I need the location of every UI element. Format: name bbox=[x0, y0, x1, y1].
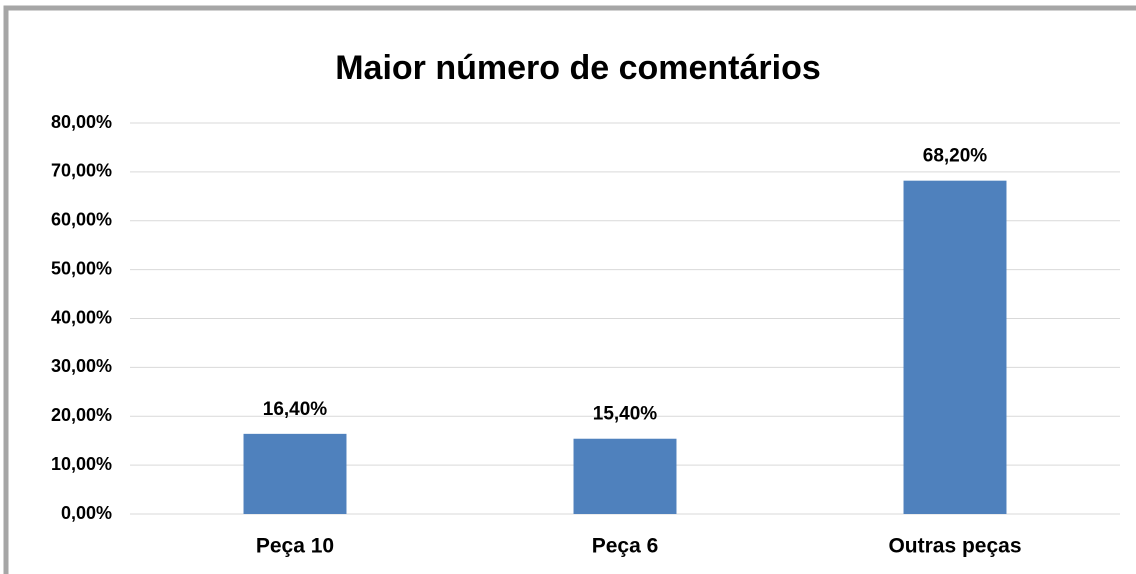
y-tick-label: 50,00% bbox=[51, 258, 112, 278]
x-tick-label: Peça 10 bbox=[256, 535, 334, 558]
y-tick-label: 80,00% bbox=[51, 112, 112, 132]
y-tick-label: 30,00% bbox=[51, 356, 112, 376]
bar bbox=[243, 433, 347, 514]
value-label: 15,40% bbox=[593, 404, 658, 425]
y-tick-label: 0,00% bbox=[61, 503, 112, 523]
x-tick-label: Peça 6 bbox=[592, 535, 659, 558]
y-tick-label: 40,00% bbox=[51, 307, 112, 327]
y-tick-label: 10,00% bbox=[51, 454, 112, 474]
y-tick-label: 20,00% bbox=[51, 405, 112, 425]
x-tick-label: Outras peças bbox=[888, 535, 1021, 558]
y-tick-label: 60,00% bbox=[51, 210, 112, 230]
value-label: 16,40% bbox=[263, 399, 328, 420]
chart-title: Maior número de comentários bbox=[335, 49, 821, 87]
bar bbox=[573, 438, 677, 514]
y-tick-label: 70,00% bbox=[51, 161, 112, 181]
bar bbox=[903, 180, 1007, 515]
value-label: 68,20% bbox=[923, 146, 988, 167]
